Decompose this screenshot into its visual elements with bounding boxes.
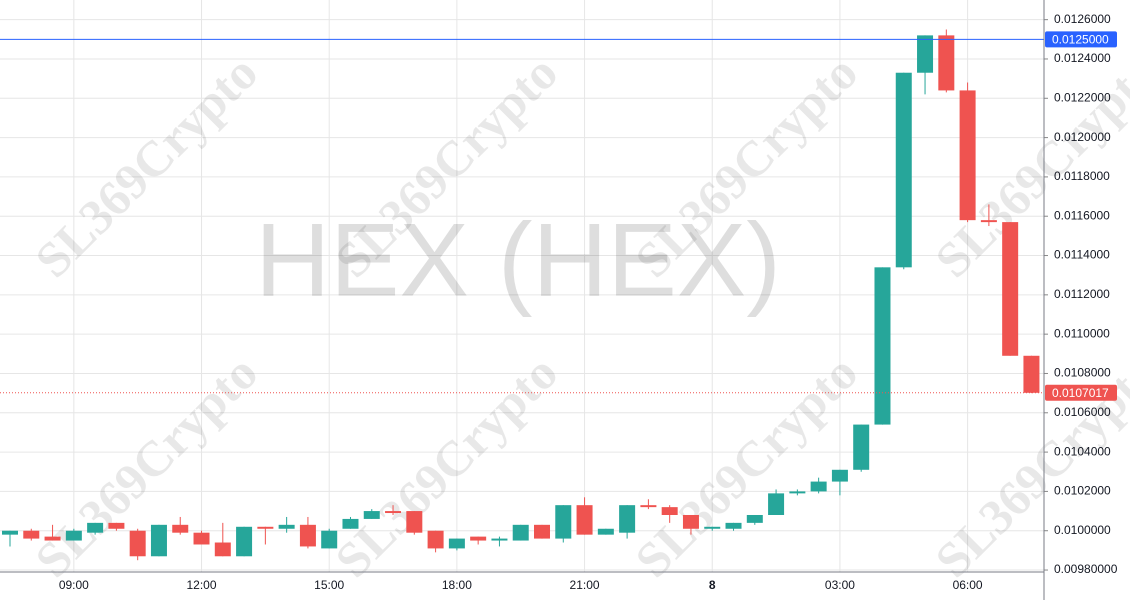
candle-body [108,522,125,529]
candle-body [725,522,742,529]
candle-body [448,538,465,549]
candle-body [874,267,891,425]
x-tick-label: 09:00 [59,578,89,592]
candle-body [193,532,210,545]
y-tick-label: 0.0118000 [1054,169,1110,183]
candle-body [406,511,423,533]
candle-body [321,530,338,549]
candle-body [65,530,82,541]
grid [0,0,1044,572]
price-tag-label: 0.0125000 [1052,32,1109,46]
candle-body [597,528,614,535]
candle-body [129,530,146,557]
candle-body [917,35,934,73]
candle-body [385,511,402,514]
candle-body [172,524,189,533]
candle-body [23,530,40,539]
y-tick-label: 0.0122000 [1054,90,1111,104]
candle-body [87,522,104,533]
candle-body [427,530,444,549]
candle-body [682,514,699,529]
y-tick-label: 0.0110000 [1054,326,1110,340]
candle-body [470,536,487,541]
candle-body [342,518,359,529]
y-tick-label: 0.0114000 [1054,248,1110,262]
candle-body [214,542,231,557]
y-tick-label: 0.0120000 [1054,130,1111,144]
candle-body [278,524,295,529]
x-tick-label: 03:00 [825,578,855,592]
candle-body [789,491,806,494]
last-price-tag [1045,384,1117,401]
candle-body [938,35,955,91]
y-tick-label: 0.0104000 [1054,444,1111,458]
candle-body [640,505,657,508]
candle-body [512,524,529,541]
y-tick-label: 0.0124000 [1054,51,1111,65]
candle-body [980,220,997,223]
candle-body [661,507,678,515]
candle-body [746,514,763,523]
x-tick-label: 06:00 [953,578,983,592]
x-tick-label: 21:00 [570,578,600,592]
candle-body [959,90,976,221]
candle-body [236,526,253,557]
x-tick-label: 8 [709,578,716,592]
candles [2,29,1040,561]
y-tick-label: 0.0112000 [1054,287,1110,301]
y-tick-label: 0.0106000 [1054,405,1111,419]
candle-body [768,493,785,515]
y-tick-label: 0.00980000 [1054,562,1118,576]
candle-body [853,424,870,470]
candle-body [576,505,593,535]
y-tick-label: 0.0116000 [1054,208,1110,222]
candle-body [150,524,167,557]
y-tick-label: 0.0102000 [1054,484,1111,498]
candle-body [257,526,274,529]
candle-body [555,505,572,539]
candle-body [704,526,721,529]
candle-body [534,524,550,539]
x-tick-label: 18:00 [442,578,472,592]
last-price-tag-label: 0.0107017 [1052,386,1109,400]
candle-body [831,469,848,482]
watermark: HEX (HEX) [255,202,781,318]
y-tick-label: 0.0126000 [1054,12,1111,26]
candle-body [619,505,636,533]
candle-body [1023,355,1040,393]
x-tick-label: 12:00 [187,578,217,592]
candle-body [810,481,827,492]
candle-body [491,538,508,541]
candle-body [44,536,61,541]
candle-body [299,524,316,547]
y-tick-label: 0.0108000 [1054,366,1111,380]
candle-body [2,530,18,535]
y-tick-label: 0.0100000 [1054,523,1111,537]
price-tag [1045,31,1117,48]
candle-body [363,511,380,519]
candle-body [1002,222,1019,356]
x-tick-label: 15:00 [314,578,344,592]
candle-body [895,72,912,268]
